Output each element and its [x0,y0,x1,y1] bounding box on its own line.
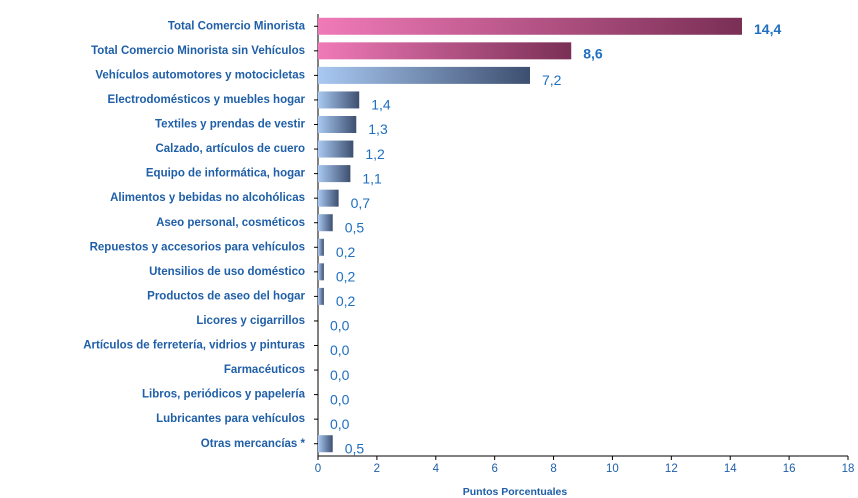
y-tick-label: Licores y cigarrillos [196,315,305,327]
bar [318,165,351,183]
bar [318,91,360,109]
x-tick-label: 2 [374,463,380,475]
x-tick-label: 14 [724,463,737,475]
bar [318,66,530,84]
y-tick-label: Lubricantes para vehículos [156,413,305,425]
x-tick-label: 4 [433,463,440,475]
bar [318,435,333,453]
value-label: 0,5 [345,440,365,456]
x-tick-label: 8 [550,463,556,475]
value-label: 0,0 [330,391,350,407]
value-label: 0,2 [336,269,356,285]
value-label: 1,1 [362,170,382,186]
value-label: 1,2 [365,146,385,162]
value-label: 0,0 [330,318,350,334]
value-label: 0,7 [351,195,371,211]
x-tick-label: 18 [842,463,855,475]
value-label: 7,2 [542,72,562,88]
value-label: 1,3 [368,121,388,137]
y-tick-label: Electrodomésticos y muebles hogar [108,94,306,106]
value-label: 0,0 [330,416,350,432]
bar [318,238,324,256]
bar [318,42,572,60]
y-tick-label: Total Comercio Minorista [168,20,306,32]
y-tick-label: Alimentos y bebidas no alcohólicas [110,192,305,204]
y-tick-label: Textiles y prendas de vestir [155,119,306,131]
value-label: 0,2 [336,293,356,309]
y-tick-label: Farmacéuticos [224,364,305,376]
y-tick-label: Calzado, artículos de cuero [155,143,305,155]
value-label: 14,4 [754,21,781,37]
x-tick-label: 16 [783,463,796,475]
y-tick-label: Productos de aseo del hogar [147,290,305,302]
y-tick-label: Artículos de ferretería, vidrios y pintu… [83,340,305,352]
bar [318,116,357,133]
y-tick-label: Aseo personal, cosméticos [156,217,305,229]
bar [318,287,324,305]
x-axis-title: Puntos Porcentuales [463,486,568,498]
value-label: 1,4 [371,97,391,113]
value-label: 8,6 [583,46,603,62]
y-tick-label: Total Comercio Minorista sin Vehículos [91,45,305,57]
value-label: 0,2 [336,244,356,260]
bar [318,17,742,35]
y-tick-label: Repuestos y accesorios para vehículos [90,241,305,253]
y-tick-label: Otras mercancías * [201,438,306,450]
x-tick-label: 6 [491,463,497,475]
x-tick-label: 0 [315,463,321,475]
y-tick-label: Vehículos automotores y motocicletas [95,69,305,81]
bar [318,263,324,281]
y-tick-label: Equipo de informática, hogar [146,168,306,180]
value-label: 0,0 [330,342,350,358]
value-label: 0,0 [330,367,350,383]
x-tick-label: 10 [606,463,619,475]
y-tick-label: Libros, periódicos y papelería [142,389,306,401]
bar [318,214,333,232]
value-label: 0,5 [345,219,365,235]
y-tick-label: Utensilios de uso doméstico [149,266,305,278]
bar [318,140,354,158]
bar [318,189,339,207]
x-tick-label: 12 [665,463,678,475]
